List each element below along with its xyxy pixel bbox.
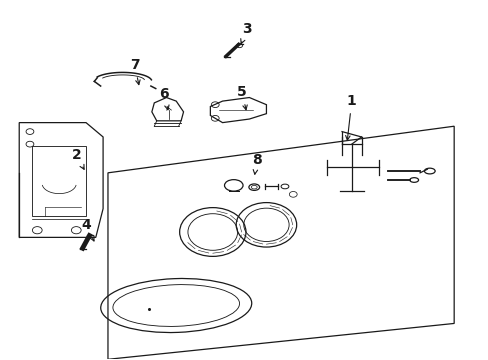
Text: 7: 7 [130, 58, 140, 85]
Text: 8: 8 [251, 153, 261, 174]
Text: 6: 6 [159, 87, 169, 110]
Text: 4: 4 [81, 218, 94, 241]
Text: 5: 5 [237, 85, 247, 110]
Text: 1: 1 [345, 94, 356, 140]
Text: 2: 2 [71, 148, 84, 169]
Text: 3: 3 [240, 22, 251, 44]
